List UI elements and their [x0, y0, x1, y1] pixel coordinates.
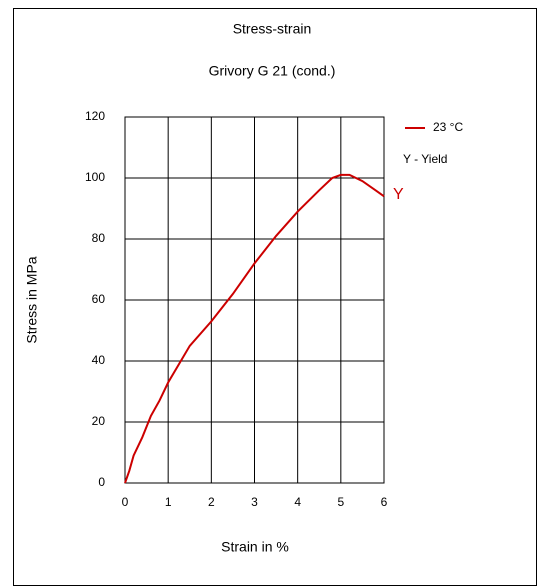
series-line: [124, 173, 385, 484]
legend-note: Y - Yield: [403, 152, 447, 166]
x-tick-label: 2: [208, 495, 215, 509]
x-tick-label: 3: [251, 495, 258, 509]
x-tick-label: 0: [122, 495, 129, 509]
yield-marker: Y: [393, 186, 404, 203]
x-tick-label: 5: [337, 495, 344, 509]
y-tick-label: 80: [92, 231, 106, 245]
x-axis-label: Strain in %: [221, 539, 289, 555]
y-tick-label: 0: [98, 475, 105, 489]
x-tick-label: 6: [381, 495, 388, 509]
legend-label: 23 °C: [433, 120, 463, 134]
x-tick-label: 1: [165, 495, 172, 509]
frame: [13, 8, 537, 586]
chart-subtitle: Grivory G 21 (cond.): [209, 63, 336, 79]
y-axis-label: Stress in MPa: [24, 256, 40, 343]
x-tick-label: 4: [294, 495, 301, 509]
y-tick-label: 120: [85, 109, 105, 123]
y-tick-label: 100: [85, 170, 105, 184]
y-tick-label: 60: [92, 292, 106, 306]
y-tick-label: 40: [92, 353, 106, 367]
y-tick-label: 20: [92, 414, 106, 428]
chart-title: Stress-strain: [233, 21, 312, 37]
